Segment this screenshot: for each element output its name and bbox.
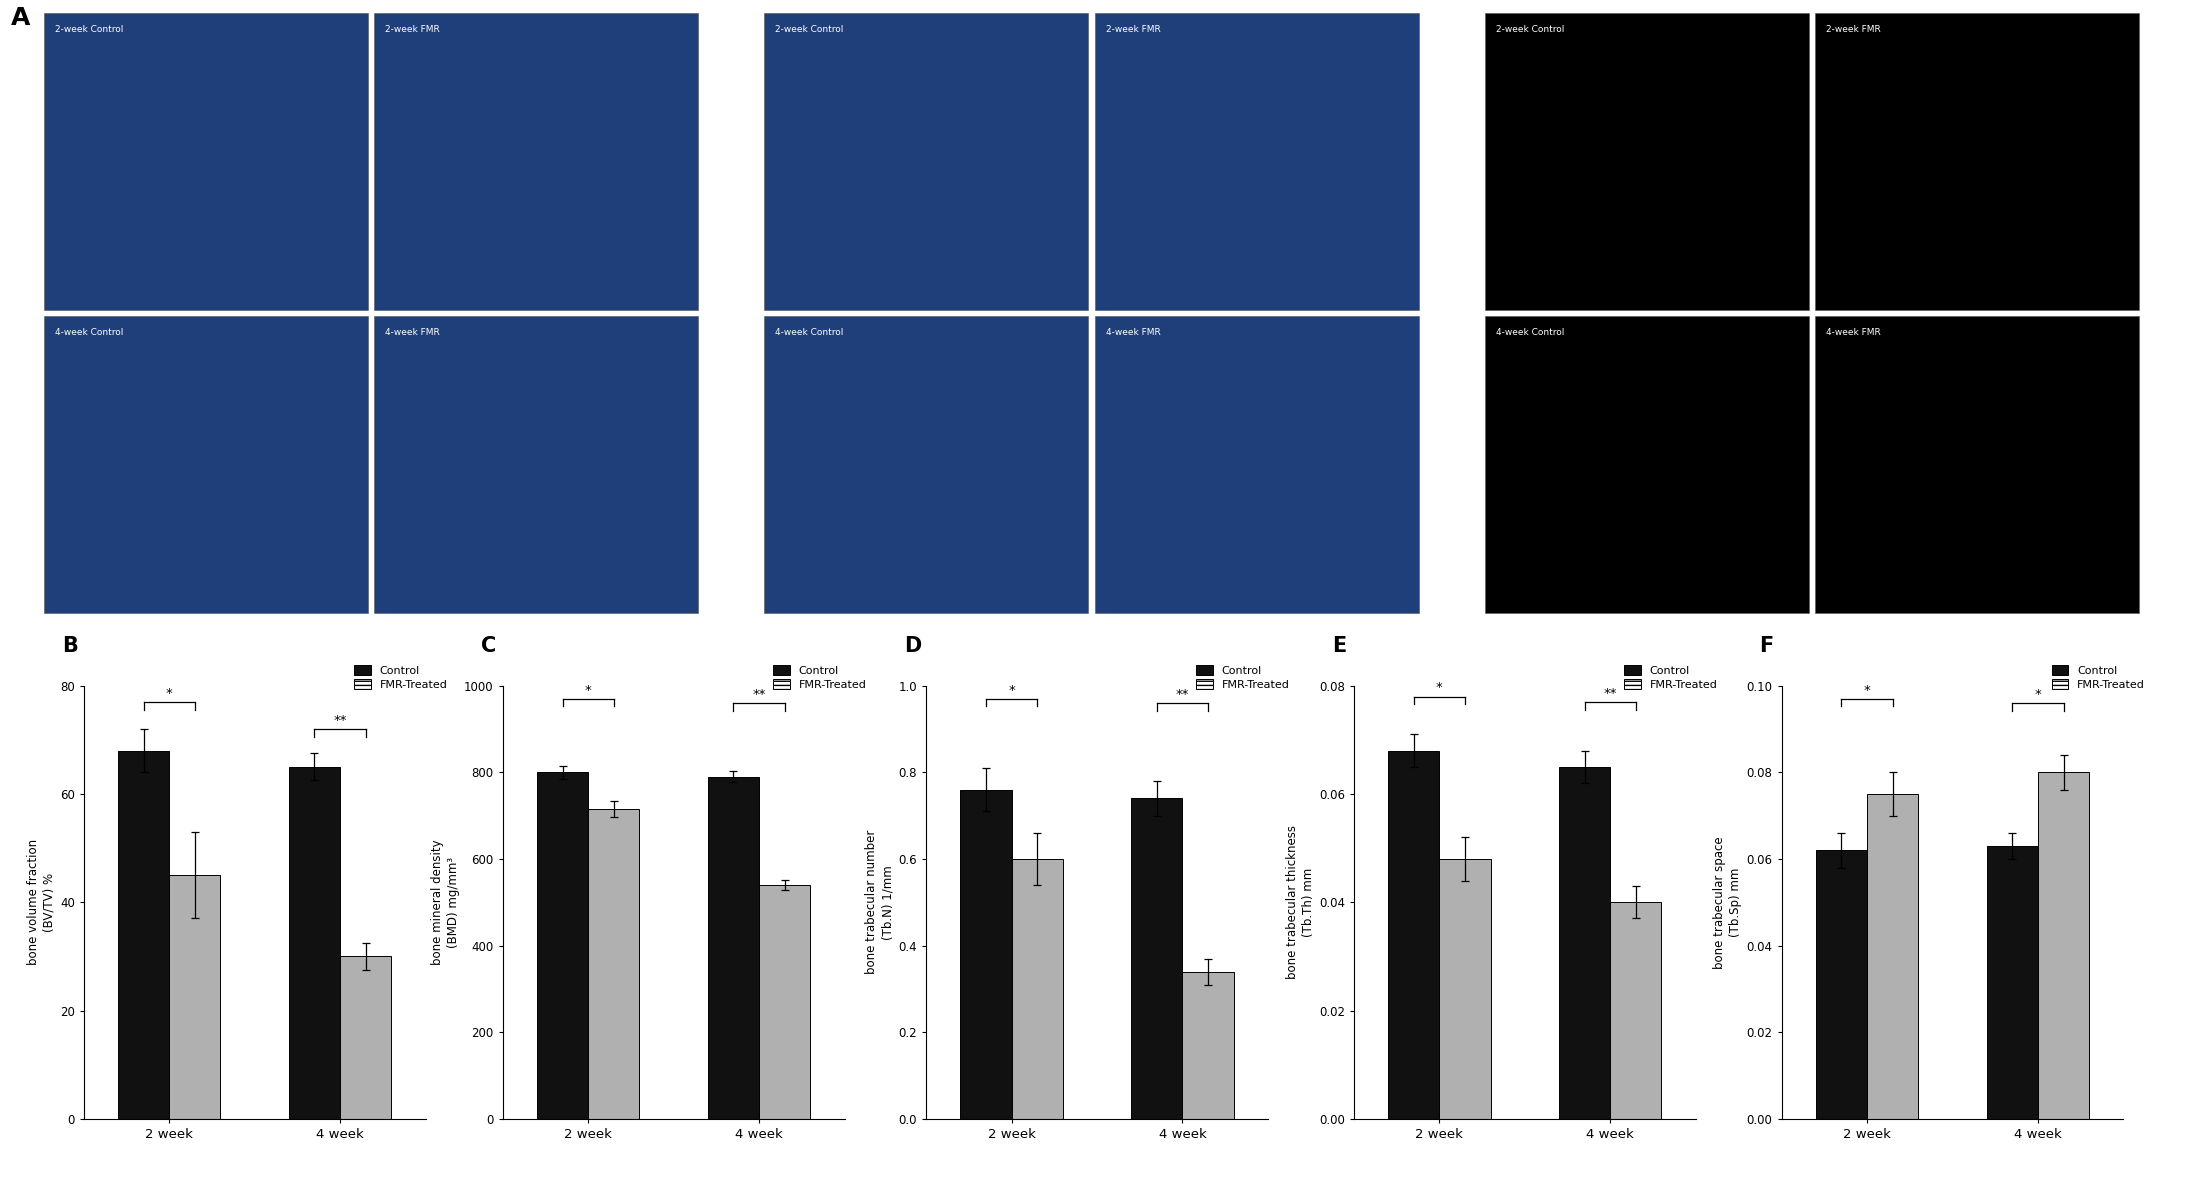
Bar [170,876,220,1119]
Bar [1815,315,2139,614]
Text: 2-week Control: 2-week Control [55,25,123,34]
Bar [289,768,340,1119]
Bar [1817,851,1868,1119]
Text: **: ** [333,713,346,727]
Bar [119,751,170,1119]
Bar [1182,972,1235,1119]
Text: 4-week FMR: 4-week FMR [1105,328,1160,337]
Text: E: E [1332,635,1345,656]
Bar [759,885,811,1119]
Bar [1131,799,1182,1119]
Text: *: * [1863,683,1870,697]
Bar [1440,859,1491,1119]
Legend: Control, FMR-Treated: Control, FMR-Treated [355,665,448,689]
Bar [2037,772,2090,1119]
Bar [765,12,1089,310]
Text: C: C [481,635,496,656]
Bar [1815,12,2139,310]
Text: 4-week FMR: 4-week FMR [1826,328,1881,337]
Bar [538,772,589,1119]
Legend: Control, FMR-Treated: Control, FMR-Treated [1197,665,1290,689]
Text: *: * [1435,681,1442,694]
Bar [765,315,1089,614]
Text: A: A [11,6,31,30]
Text: 2-week Control: 2-week Control [1495,25,1563,34]
Bar [1389,751,1440,1119]
Bar [1868,794,1918,1119]
Y-axis label: bone trabecular number
(Tb.N) 1/mm: bone trabecular number (Tb.N) 1/mm [864,830,895,974]
Text: 4-week Control: 4-week Control [55,328,123,337]
Y-axis label: bone volume fraction
(BV/TV) %: bone volume fraction (BV/TV) % [26,840,55,965]
Text: F: F [1760,635,1773,656]
Text: 2-week FMR: 2-week FMR [1826,25,1881,34]
Bar [1094,315,1418,614]
Text: 2-week Control: 2-week Control [776,25,845,34]
Bar [1484,315,1808,614]
Bar [44,315,368,614]
Legend: Control, FMR-Treated: Control, FMR-Treated [2053,665,2145,689]
Bar [340,956,392,1119]
Text: *: * [584,683,591,697]
Legend: Control, FMR-Treated: Control, FMR-Treated [1625,665,1718,689]
Text: *: * [1008,683,1014,697]
Bar [1012,859,1063,1119]
Y-axis label: bone trabecular space
(Tb.Sp) mm: bone trabecular space (Tb.Sp) mm [1713,836,1742,968]
Legend: Control, FMR-Treated: Control, FMR-Treated [774,665,867,689]
Bar [1094,12,1418,310]
Bar [44,12,368,310]
Text: D: D [904,635,922,656]
Bar [589,810,639,1119]
Text: 4-week Control: 4-week Control [1495,328,1563,337]
Bar [1610,902,1663,1119]
Text: **: ** [752,688,765,701]
Bar [1987,846,2037,1119]
Text: 2-week FMR: 2-week FMR [1105,25,1160,34]
Bar [1559,768,1610,1119]
Y-axis label: bone trabecular thickness
(Tb.Th) mm: bone trabecular thickness (Tb.Th) mm [1286,825,1314,979]
Y-axis label: bone mineral density
(BMD) mg/mm³: bone mineral density (BMD) mg/mm³ [430,840,461,965]
Bar [708,777,759,1119]
Text: 4-week Control: 4-week Control [776,328,845,337]
Text: 2-week FMR: 2-week FMR [386,25,441,34]
Text: **: ** [1603,687,1616,700]
Text: B: B [62,635,77,656]
Text: **: ** [1175,688,1188,701]
Bar [1484,12,1808,310]
Text: *: * [2035,688,2042,701]
Text: *: * [165,687,172,700]
Text: 4-week FMR: 4-week FMR [386,328,441,337]
Bar [375,12,699,310]
Bar [961,789,1012,1119]
Bar [375,315,699,614]
